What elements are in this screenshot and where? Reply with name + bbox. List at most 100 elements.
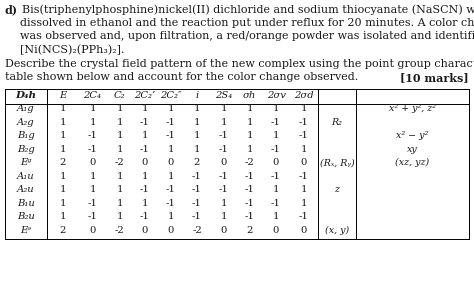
Text: -1: -1	[140, 145, 150, 154]
Text: x² + y², z²: x² + y², z²	[389, 104, 436, 113]
Text: 1: 1	[142, 172, 148, 181]
Text: B₂u: B₂u	[17, 212, 35, 221]
Text: -1: -1	[271, 118, 281, 127]
Text: 2: 2	[246, 226, 253, 235]
Text: (Rₓ, Rᵧ): (Rₓ, Rᵧ)	[319, 158, 355, 167]
Text: 0: 0	[142, 158, 148, 167]
Text: -1: -1	[219, 145, 228, 154]
Text: Eᵊ: Eᵊ	[20, 226, 32, 235]
Text: 1: 1	[142, 199, 148, 208]
Text: 1: 1	[116, 199, 123, 208]
Text: 1: 1	[301, 145, 307, 154]
Text: 1: 1	[116, 131, 123, 140]
Text: -1: -1	[271, 199, 281, 208]
Text: 1: 1	[116, 212, 123, 221]
Text: D₄h: D₄h	[16, 91, 36, 100]
Text: 0: 0	[168, 158, 174, 167]
Text: -2: -2	[245, 158, 255, 167]
Text: 1: 1	[59, 212, 66, 221]
Text: 1: 1	[246, 118, 253, 127]
Text: -1: -1	[88, 145, 98, 154]
Text: 1: 1	[273, 104, 279, 113]
Text: -1: -1	[271, 145, 281, 154]
Text: C₂: C₂	[114, 91, 125, 100]
Text: 1: 1	[89, 104, 96, 113]
Text: 0: 0	[301, 158, 307, 167]
Text: 1: 1	[59, 199, 66, 208]
Text: 1: 1	[59, 145, 66, 154]
Text: 1: 1	[59, 104, 66, 113]
Text: 1: 1	[246, 104, 253, 113]
Text: σh: σh	[243, 91, 256, 100]
Text: 1: 1	[168, 145, 174, 154]
Text: 1: 1	[168, 104, 174, 113]
Text: 1: 1	[59, 185, 66, 194]
Text: B₁g: B₁g	[17, 131, 35, 140]
Text: 1: 1	[116, 145, 123, 154]
Text: Eᵍ: Eᵍ	[20, 158, 32, 167]
Text: A₁u: A₁u	[17, 172, 35, 181]
Text: -2: -2	[115, 226, 124, 235]
Text: 1: 1	[168, 172, 174, 181]
Text: -1: -1	[219, 172, 228, 181]
Text: 1: 1	[194, 118, 200, 127]
Text: 1: 1	[301, 199, 307, 208]
Text: xy: xy	[407, 145, 418, 154]
Text: 1: 1	[59, 118, 66, 127]
Text: -1: -1	[192, 172, 202, 181]
Text: [10 marks]: [10 marks]	[401, 72, 469, 84]
Text: 1: 1	[194, 145, 200, 154]
Text: -1: -1	[192, 212, 202, 221]
Text: 1: 1	[246, 131, 253, 140]
Text: 1: 1	[220, 199, 227, 208]
Text: 2: 2	[59, 226, 66, 235]
Text: 2C₂″: 2C₂″	[160, 91, 182, 100]
Text: 1: 1	[142, 104, 148, 113]
Text: -1: -1	[245, 212, 255, 221]
Text: 0: 0	[142, 226, 148, 235]
Text: 1: 1	[273, 212, 279, 221]
Text: 1: 1	[246, 145, 253, 154]
Text: table shown below and account for the color change observed.: table shown below and account for the co…	[5, 72, 358, 82]
Text: -1: -1	[192, 185, 202, 194]
Text: -1: -1	[88, 199, 98, 208]
Text: -1: -1	[219, 131, 228, 140]
Text: A₂g: A₂g	[17, 118, 35, 127]
Text: (x, y): (x, y)	[325, 226, 349, 235]
Text: 1: 1	[59, 172, 66, 181]
Text: d): d)	[5, 4, 18, 15]
Text: -2: -2	[192, 226, 202, 235]
Text: 0: 0	[89, 226, 96, 235]
Text: 1: 1	[273, 131, 279, 140]
Text: 1: 1	[89, 185, 96, 194]
Text: 0: 0	[273, 158, 279, 167]
Text: -1: -1	[299, 212, 309, 221]
Text: B₁u: B₁u	[17, 199, 35, 208]
Text: 1: 1	[168, 212, 174, 221]
Text: 0: 0	[168, 226, 174, 235]
Text: 0: 0	[220, 158, 227, 167]
Text: 1: 1	[301, 104, 307, 113]
Text: -1: -1	[166, 185, 176, 194]
Text: 1: 1	[301, 185, 307, 194]
Text: 2: 2	[194, 158, 200, 167]
Text: -1: -1	[192, 199, 202, 208]
Text: A₁g: A₁g	[17, 104, 35, 113]
Text: 2σv: 2σv	[266, 91, 285, 100]
Text: 0: 0	[301, 226, 307, 235]
Text: 1: 1	[116, 104, 123, 113]
Text: 1: 1	[89, 172, 96, 181]
Text: -1: -1	[245, 172, 255, 181]
Text: 2C₄: 2C₄	[83, 91, 101, 100]
Text: -1: -1	[245, 199, 255, 208]
Text: 1: 1	[116, 118, 123, 127]
Text: -1: -1	[219, 185, 228, 194]
Text: -1: -1	[88, 212, 98, 221]
Text: z: z	[335, 185, 339, 194]
Text: -1: -1	[166, 118, 176, 127]
Text: 1: 1	[273, 185, 279, 194]
Text: 1: 1	[116, 172, 123, 181]
Text: dissolved in ethanol and the reaction put under reflux for 20 minutes. A color c: dissolved in ethanol and the reaction pu…	[20, 17, 474, 27]
Text: E: E	[59, 91, 66, 100]
Text: -2: -2	[115, 158, 124, 167]
